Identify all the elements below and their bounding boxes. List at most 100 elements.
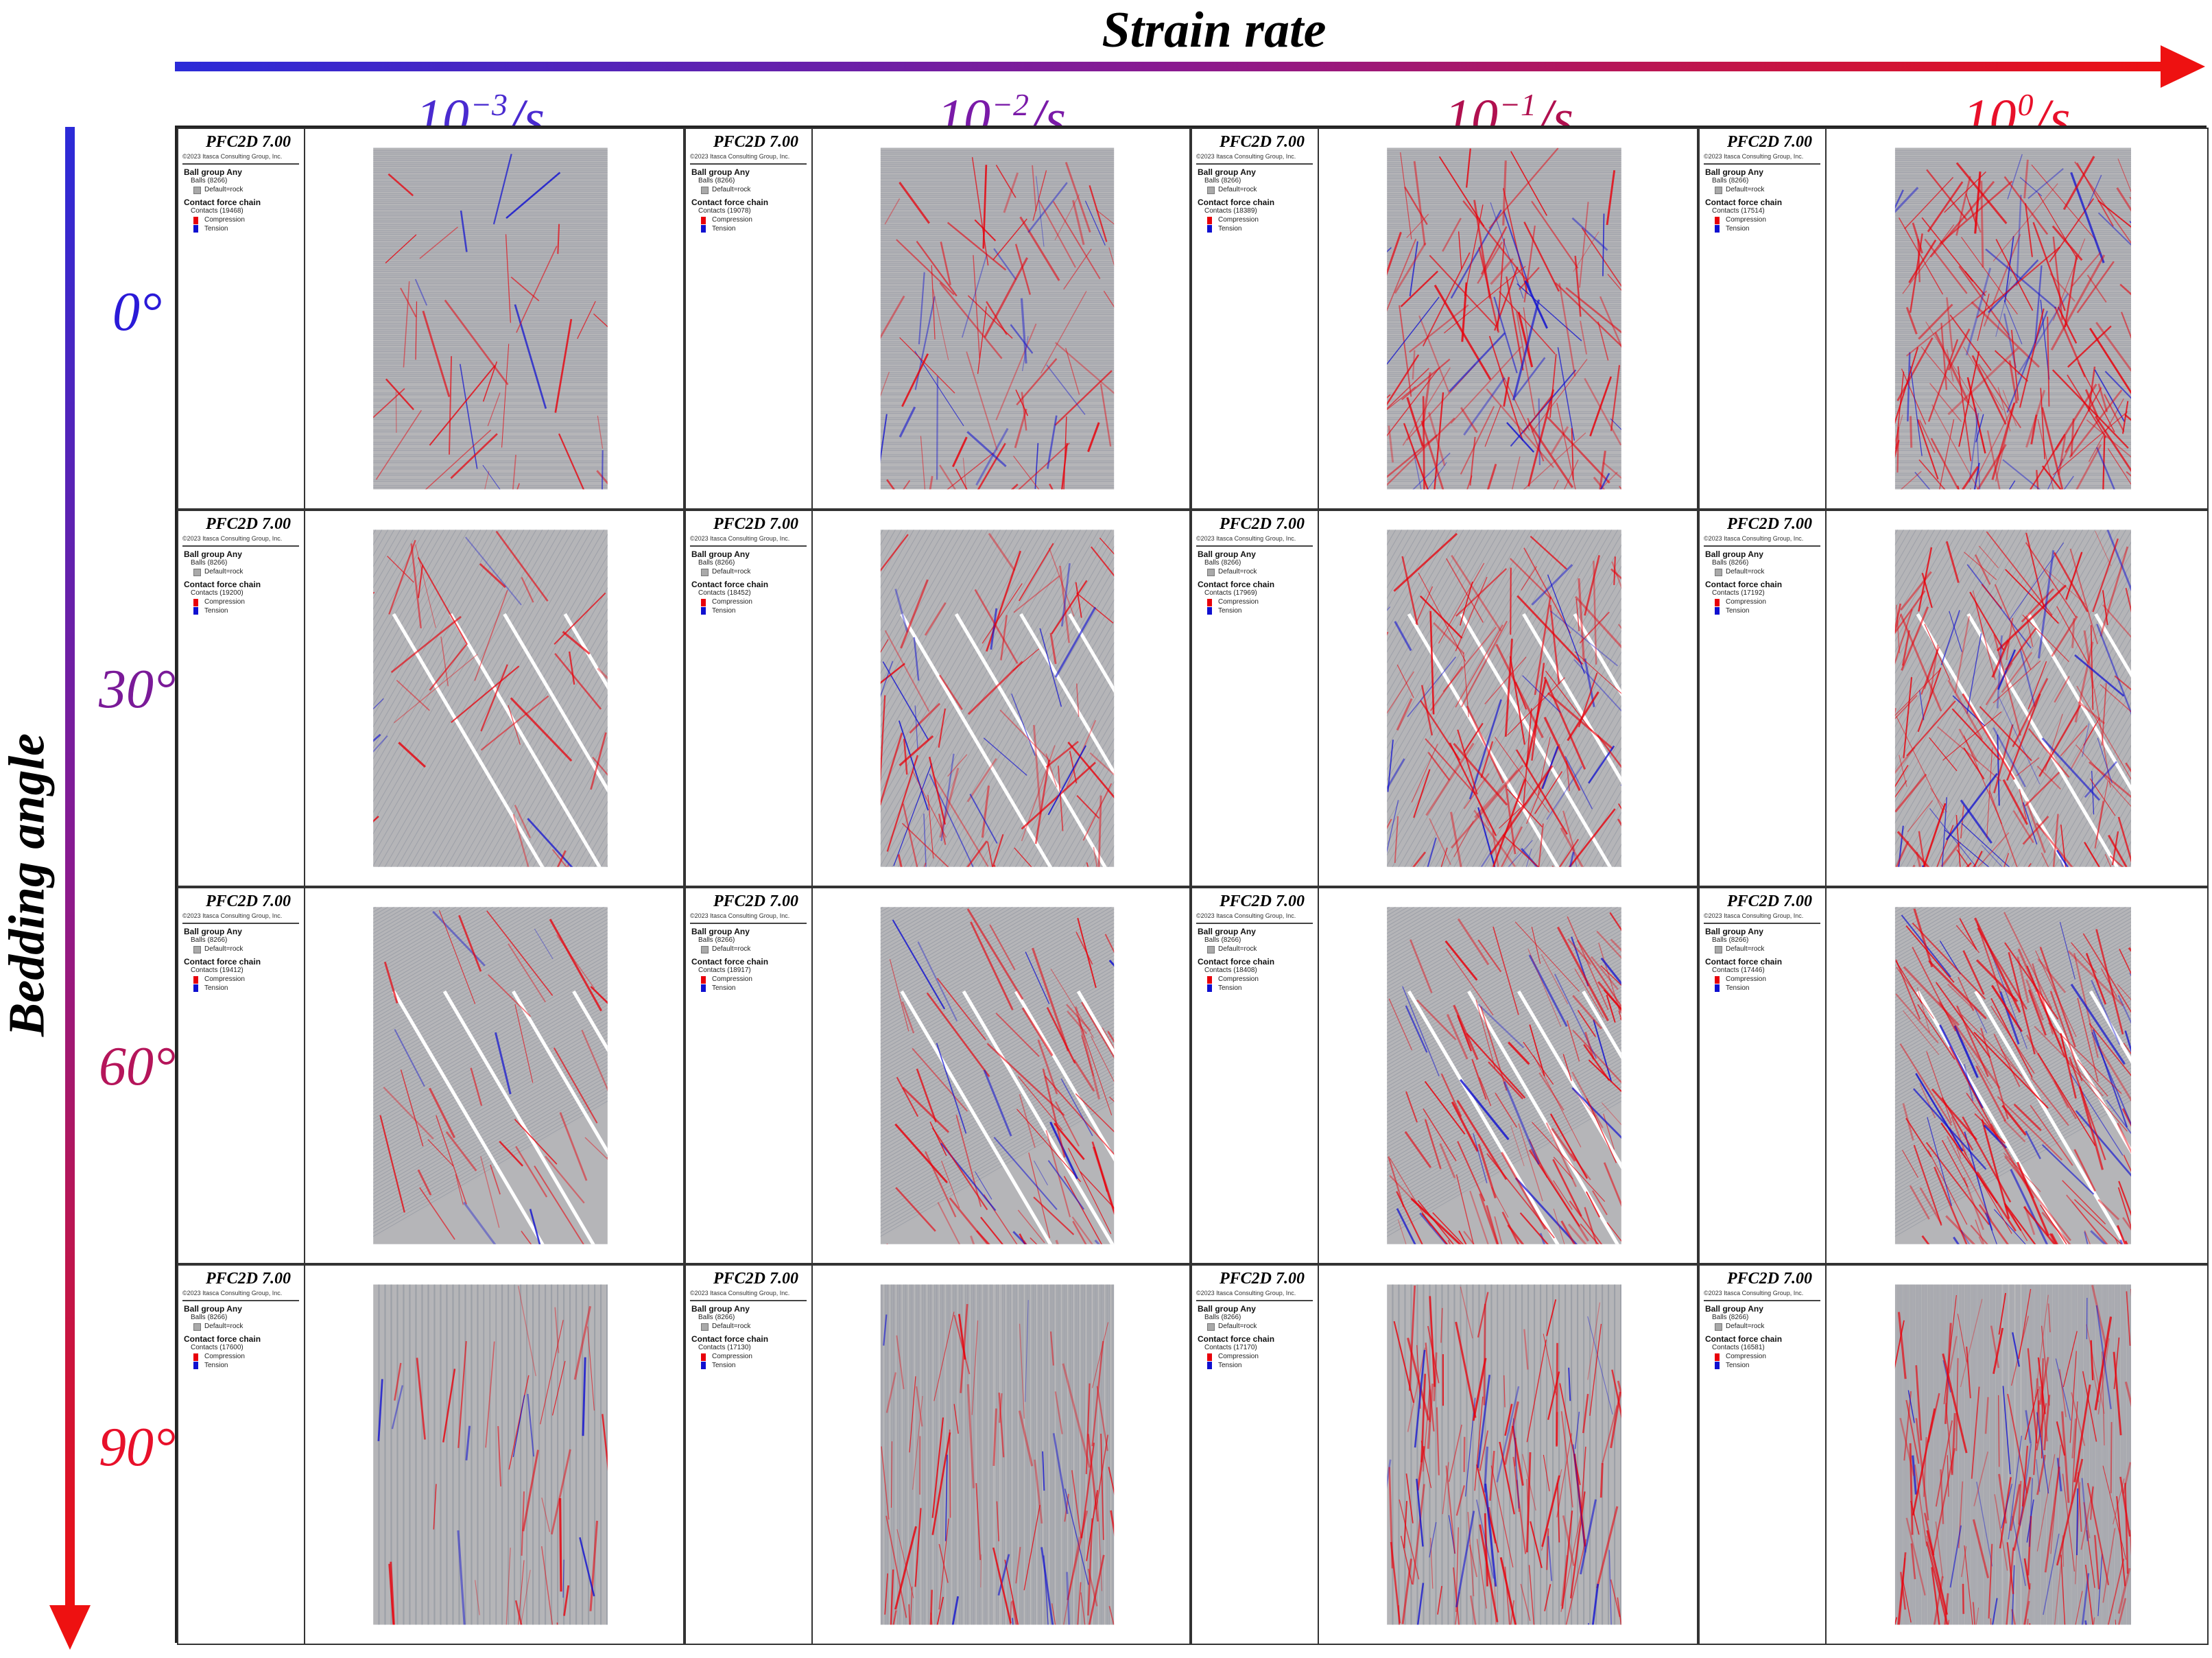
- force-chains: [1388, 912, 1621, 1244]
- legend-title: PFC2D 7.00: [713, 1270, 798, 1288]
- legend-ball-group: Ball group Any: [691, 167, 750, 177]
- legend-divider: [1704, 923, 1820, 924]
- legend-copyright: ©2023 Itasca Consulting Group, Inc.: [690, 153, 790, 160]
- legend-tension: Tension: [204, 607, 228, 615]
- specimen-svg: [880, 1284, 1115, 1625]
- legend-tension-swatch: [701, 1362, 706, 1369]
- legend-ball-group: Ball group Any: [1198, 927, 1256, 936]
- legend-divider: [182, 545, 299, 547]
- bedding-angle-title-wrap: Bedding angle: [0, 733, 56, 1037]
- legend-compression-swatch: [1207, 1353, 1212, 1361]
- legend-copyright: ©2023 Itasca Consulting Group, Inc.: [690, 912, 790, 919]
- legend-tension: Tension: [712, 607, 736, 615]
- legend-copyright: ©2023 Itasca Consulting Group, Inc.: [182, 1290, 283, 1296]
- specimen-svg: [1387, 907, 1621, 1244]
- legend-divider: [690, 923, 807, 924]
- specimen-body: [880, 530, 1115, 867]
- legend-contact-title: Contact force chain: [691, 957, 769, 967]
- legend-divider: [1704, 545, 1820, 547]
- bedding-texture: [880, 907, 1115, 1237]
- legend-tension-swatch: [1715, 1362, 1720, 1369]
- specimen-plot: [813, 511, 1189, 886]
- legend-tension: Tension: [712, 225, 736, 233]
- pfc-legend: PFC2D 7.00 ©2023 Itasca Consulting Group,…: [686, 1266, 813, 1644]
- force-chains: [1387, 1286, 1621, 1625]
- legend-contact-title: Contact force chain: [1198, 957, 1275, 967]
- legend-rock-swatch: [193, 569, 201, 576]
- legend-tension: Tension: [204, 225, 228, 233]
- legend-tension-swatch: [193, 225, 198, 233]
- legend-balls-count: Balls (8266): [698, 559, 735, 567]
- specimen-svg: [373, 530, 608, 867]
- pfc-legend: PFC2D 7.00 ©2023 Itasca Consulting Group,…: [178, 888, 305, 1263]
- legend-compression: Compression: [1218, 216, 1259, 224]
- legend-default: Default=rock: [712, 1323, 751, 1330]
- legend-ball-group: Ball group Any: [184, 549, 242, 559]
- legend-title: PFC2D 7.00: [1726, 1270, 1812, 1288]
- legend-rock-swatch: [1715, 946, 1722, 954]
- legend-divider: [182, 1300, 299, 1301]
- legend-compression: Compression: [712, 216, 752, 224]
- force-chains: [886, 908, 1115, 1244]
- legend-balls-count: Balls (8266): [1204, 936, 1241, 944]
- strain-rate-exponent: −2: [991, 87, 1029, 122]
- specimen-svg: [1387, 530, 1621, 867]
- specimen-svg: [1894, 147, 2132, 490]
- legend-compression-swatch: [193, 599, 198, 606]
- legend-default: Default=rock: [204, 1323, 243, 1330]
- legend-title: PFC2D 7.00: [205, 133, 291, 151]
- legend-default: Default=rock: [204, 945, 243, 953]
- legend-compression: Compression: [1726, 598, 1766, 606]
- legend-ball-group: Ball group Any: [1198, 167, 1256, 177]
- force-chains: [881, 1300, 1115, 1625]
- legend-contacts-count: Contacts (17514): [1712, 207, 1765, 215]
- legend-rock-swatch: [1207, 187, 1215, 194]
- legend-ball-group: Ball group Any: [1705, 549, 1763, 559]
- bedding-texture: [880, 530, 1115, 867]
- specimen-plot: [305, 511, 683, 886]
- legend-balls-count: Balls (8266): [1712, 936, 1749, 944]
- legend-rock-swatch: [1715, 187, 1722, 194]
- pfc-legend: PFC2D 7.00 ©2023 Itasca Consulting Group,…: [1700, 1266, 1827, 1644]
- sim-panel-r3-c1: PFC2D 7.00 ©2023 Itasca Consulting Group,…: [685, 1264, 1191, 1645]
- legend-tension: Tension: [1726, 225, 1750, 233]
- legend-divider: [182, 923, 299, 924]
- legend-copyright: ©2023 Itasca Consulting Group, Inc.: [182, 153, 283, 160]
- sim-panel-r3-c2: PFC2D 7.00 ©2023 Itasca Consulting Group,…: [1191, 1264, 1698, 1645]
- specimen-plot: [813, 888, 1189, 1263]
- legend-compression: Compression: [712, 1353, 752, 1360]
- legend-tension-swatch: [193, 984, 198, 992]
- pfc-legend: PFC2D 7.00 ©2023 Itasca Consulting Group,…: [1700, 511, 1827, 886]
- strain-rate-title: Strain rate: [1102, 2, 1327, 58]
- legend-ball-group: Ball group Any: [1705, 927, 1763, 936]
- legend-ball-group: Ball group Any: [691, 927, 750, 936]
- legend-divider: [1704, 163, 1820, 165]
- legend-tension: Tension: [712, 984, 736, 992]
- force-chains: [1387, 147, 1621, 490]
- pfc-legend: PFC2D 7.00 ©2023 Itasca Consulting Group,…: [1192, 511, 1319, 886]
- legend-copyright: ©2023 Itasca Consulting Group, Inc.: [1196, 1290, 1296, 1296]
- legend-tension: Tension: [1218, 225, 1242, 233]
- legend-contact-title: Contact force chain: [1198, 198, 1275, 207]
- legend-contact-title: Contact force chain: [1705, 957, 1783, 967]
- legend-divider: [1196, 1300, 1313, 1301]
- legend-tension: Tension: [712, 1362, 736, 1369]
- fracture-gaps: [900, 990, 1115, 1244]
- legend-tension: Tension: [204, 1362, 228, 1369]
- fracture-gaps: [392, 613, 608, 867]
- legend-compression-swatch: [701, 976, 706, 984]
- legend-compression-swatch: [193, 217, 198, 224]
- specimen-svg: [1894, 907, 2132, 1244]
- strain-rate-exponent: −3: [470, 87, 508, 122]
- sim-panel-r0-c0: PFC2D 7.00 ©2023 Itasca Consulting Group,…: [177, 128, 685, 510]
- pfc-legend: PFC2D 7.00 ©2023 Itasca Consulting Group,…: [1192, 888, 1319, 1263]
- legend-contacts-count: Contacts (18408): [1204, 967, 1257, 974]
- force-chains: [373, 530, 608, 867]
- legend-contact-title: Contact force chain: [691, 580, 769, 589]
- legend-tension-swatch: [1715, 984, 1720, 992]
- legend-rock-swatch: [193, 1323, 201, 1331]
- legend-compression-swatch: [1715, 976, 1720, 984]
- legend-default: Default=rock: [1218, 1323, 1257, 1330]
- legend-tension: Tension: [1218, 1362, 1242, 1369]
- specimen-svg: [1894, 1284, 2132, 1625]
